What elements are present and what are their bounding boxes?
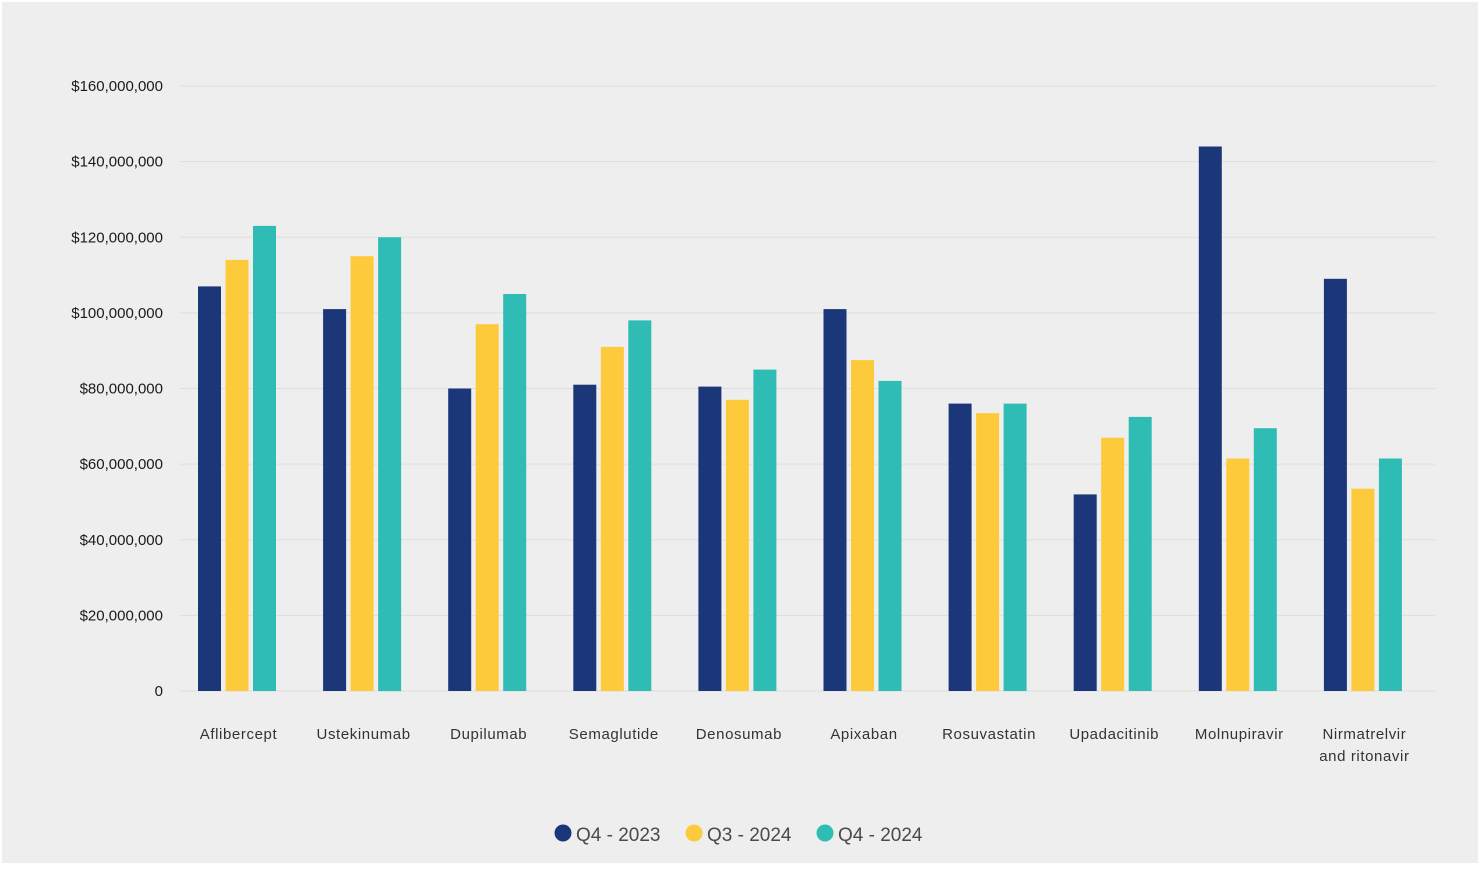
y-tick-label: $100,000,000 bbox=[71, 305, 163, 322]
y-tick-label: $40,000,000 bbox=[80, 532, 163, 549]
x-tick-label: Nirmatrelvir bbox=[1322, 726, 1406, 743]
bar bbox=[1198, 146, 1222, 691]
x-tick-label: Rosuvastatin bbox=[942, 726, 1036, 743]
bar bbox=[198, 286, 221, 691]
y-tick-label: 0 bbox=[155, 683, 163, 700]
bar bbox=[1003, 403, 1027, 691]
bar bbox=[1101, 437, 1125, 691]
bars bbox=[198, 146, 1402, 692]
x-tick-label: Upadacitinib bbox=[1069, 726, 1159, 743]
y-tick-label: $160,000,000 bbox=[71, 78, 163, 95]
x-tick-label: Dupilumab bbox=[450, 726, 527, 743]
bar bbox=[253, 225, 276, 691]
y-axis-tick-labels: 0 $20,000,000 $40,000,000 $60,000,000 $80,00… bbox=[71, 78, 163, 700]
y-tick-label: $120,000,000 bbox=[71, 229, 163, 246]
legend-marker bbox=[685, 824, 703, 842]
legend-label: Q4 - 2024 bbox=[838, 825, 923, 846]
bar bbox=[378, 237, 402, 692]
bar bbox=[1128, 416, 1152, 691]
legend: Q4 - 2023 Q3 - 2024 Q4 - 2024 bbox=[554, 824, 923, 846]
bar bbox=[1351, 488, 1375, 691]
x-axis-tick-labels: Aflibercept Ustekinumab Dupilumab Semagluti… bbox=[200, 726, 1409, 765]
bar bbox=[1226, 458, 1250, 691]
bar bbox=[1378, 458, 1402, 691]
x-tick-label: Denosumab bbox=[696, 726, 782, 743]
bar bbox=[1073, 494, 1097, 691]
bar bbox=[475, 324, 499, 691]
bar bbox=[851, 360, 874, 691]
bar bbox=[698, 386, 722, 691]
bar bbox=[350, 256, 374, 691]
legend-label: Q3 - 2024 bbox=[707, 825, 792, 846]
bar bbox=[323, 309, 347, 691]
legend-marker bbox=[554, 824, 572, 842]
legend-marker bbox=[816, 824, 834, 842]
x-tick-label: Molnupiravir bbox=[1195, 726, 1284, 743]
x-tick-label: and ritonavir bbox=[1319, 748, 1409, 765]
bar bbox=[448, 388, 472, 691]
y-tick-label: $20,000,000 bbox=[80, 607, 163, 624]
bar bbox=[753, 369, 777, 691]
bar bbox=[725, 399, 749, 691]
bar bbox=[1323, 278, 1347, 691]
y-tick-label: $80,000,000 bbox=[80, 381, 163, 398]
y-tick-label: $140,000,000 bbox=[71, 154, 163, 171]
legend-label: Q4 - 2023 bbox=[576, 825, 661, 846]
bar bbox=[225, 259, 249, 691]
y-tick-label: $60,000,000 bbox=[80, 456, 163, 473]
x-tick-label: Apixaban bbox=[830, 726, 897, 743]
bar bbox=[823, 309, 847, 691]
bar bbox=[628, 320, 652, 691]
bar bbox=[573, 384, 597, 691]
bar bbox=[948, 403, 972, 691]
bar bbox=[878, 380, 902, 691]
x-tick-label: Semaglutide bbox=[569, 726, 659, 743]
bar bbox=[976, 413, 1000, 691]
bar bbox=[600, 346, 624, 691]
x-tick-label: Ustekinumab bbox=[317, 726, 411, 743]
x-tick-label: Aflibercept bbox=[200, 726, 278, 743]
bar bbox=[503, 294, 527, 691]
bar bbox=[1253, 428, 1277, 691]
